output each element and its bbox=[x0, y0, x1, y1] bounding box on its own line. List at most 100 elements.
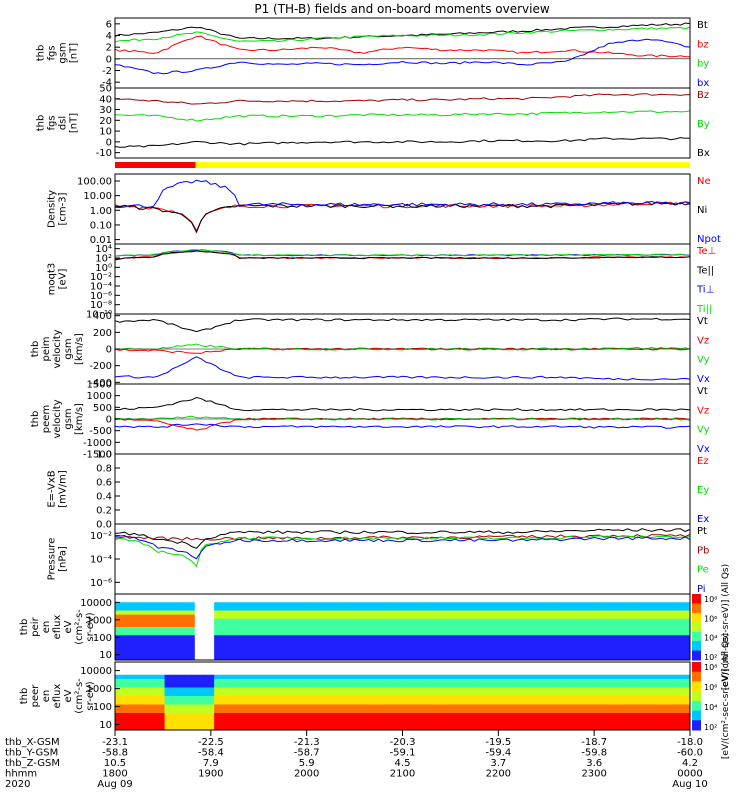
heatmap-cell bbox=[293, 643, 304, 649]
heatmap-cell bbox=[432, 602, 443, 607]
heatmap-cell bbox=[491, 696, 503, 701]
heatmap-cell bbox=[412, 618, 423, 624]
heatmap-cell bbox=[630, 708, 641, 714]
heatmap-cell bbox=[333, 622, 344, 628]
heatmap-cell bbox=[224, 618, 235, 624]
heatmap-cell bbox=[481, 655, 493, 661]
heatmap-cell bbox=[680, 679, 691, 684]
heatmap-cell bbox=[243, 622, 255, 628]
y-axis-label: thbpeemvelocitygsm[km/s] bbox=[30, 399, 85, 438]
heatmap-cell bbox=[600, 635, 612, 640]
heatmap-cell bbox=[571, 643, 582, 649]
heatmap-cell bbox=[154, 696, 166, 701]
x-tick-label: 1800 bbox=[102, 769, 127, 780]
heatmap-cell bbox=[501, 651, 513, 657]
heatmap-cell bbox=[323, 717, 334, 722]
heatmap-cell bbox=[333, 721, 344, 727]
heatmap-cell bbox=[610, 622, 622, 628]
y-tick-label: 1.00 bbox=[90, 206, 112, 217]
heatmap-cell bbox=[481, 679, 493, 684]
heatmap-cell bbox=[551, 725, 562, 731]
heatmap-cell bbox=[382, 651, 394, 657]
heatmap-cell bbox=[362, 696, 374, 701]
heatmap-cell bbox=[660, 696, 671, 701]
heatmap-cell bbox=[333, 725, 344, 731]
heatmap-cell bbox=[372, 725, 384, 731]
heatmap-cell bbox=[343, 721, 354, 727]
heatmap-cell bbox=[531, 717, 542, 722]
heatmap-cell bbox=[233, 635, 245, 640]
heatmap-cell bbox=[392, 610, 403, 616]
heatmap-cell bbox=[452, 635, 463, 640]
heatmap-cell bbox=[124, 655, 136, 661]
series-line-Bx bbox=[114, 137, 691, 148]
heatmap-cell bbox=[551, 708, 562, 714]
heatmap-cell bbox=[531, 631, 542, 636]
heatmap-cell bbox=[323, 713, 334, 718]
heatmap-cell bbox=[124, 687, 136, 693]
heatmap-cell bbox=[481, 687, 493, 693]
x-tick-label: 2100 bbox=[390, 769, 415, 780]
heatmap-cell bbox=[343, 679, 354, 684]
heatmap-cell bbox=[253, 687, 265, 693]
heatmap-cell bbox=[382, 618, 394, 624]
heatmap-cell bbox=[303, 700, 314, 705]
heatmap-cell bbox=[233, 708, 245, 714]
heatmap-cell bbox=[382, 683, 394, 688]
heatmap-cell bbox=[471, 651, 483, 657]
heatmap-cell bbox=[432, 679, 443, 684]
heatmap-cell bbox=[571, 635, 582, 640]
heatmap-cell bbox=[124, 606, 136, 611]
heatmap-cell bbox=[214, 713, 225, 718]
heatmap-cell bbox=[660, 627, 671, 632]
heatmap-cell bbox=[610, 643, 622, 649]
heatmap-cell bbox=[461, 631, 473, 636]
heatmap-cell bbox=[571, 622, 582, 628]
heatmap-cell bbox=[531, 618, 542, 624]
heatmap-cell bbox=[224, 610, 235, 616]
heatmap-cell bbox=[263, 631, 275, 636]
colorbar-tick-label: 10² bbox=[704, 723, 717, 732]
heatmap-cell bbox=[610, 691, 622, 697]
heatmap-cell bbox=[233, 614, 245, 620]
heatmap-cell bbox=[471, 639, 483, 644]
heatmap-cell bbox=[531, 679, 542, 684]
heatmap-cell bbox=[571, 651, 582, 657]
heatmap-cell bbox=[590, 643, 602, 649]
heatmap-cell bbox=[461, 725, 473, 731]
heatmap-cell bbox=[224, 651, 235, 657]
heatmap-cell bbox=[580, 700, 592, 705]
heatmap-cell bbox=[154, 647, 166, 653]
heatmap-cell bbox=[541, 606, 552, 611]
heatmap-cell bbox=[392, 639, 403, 644]
heatmap-cell bbox=[521, 683, 532, 688]
heatmap-cell bbox=[283, 622, 294, 628]
heatmap-cell bbox=[144, 639, 156, 644]
heatmap-cell bbox=[551, 721, 562, 727]
x-tick-label: 0000 bbox=[677, 769, 702, 780]
heatmap-cell bbox=[184, 627, 195, 632]
heatmap-cell bbox=[660, 631, 671, 636]
heatmap-cell bbox=[561, 627, 572, 632]
heatmap-cell bbox=[650, 606, 661, 611]
heatmap-cell bbox=[551, 717, 562, 722]
heatmap-cell bbox=[511, 651, 522, 657]
heatmap-cell bbox=[471, 635, 483, 640]
heatmap-cell bbox=[372, 687, 384, 693]
heatmap-cell bbox=[313, 708, 324, 714]
heatmap-cell bbox=[491, 708, 503, 714]
legend-bz: bz bbox=[697, 39, 709, 50]
colorbar-segment bbox=[692, 671, 701, 682]
heatmap-cell bbox=[571, 602, 582, 607]
heatmap-cell bbox=[352, 683, 364, 688]
heatmap-cell bbox=[412, 683, 423, 688]
heatmap-cell bbox=[650, 704, 661, 710]
heatmap-cell bbox=[263, 651, 275, 657]
heatmap-cell bbox=[144, 631, 156, 636]
heatmap-cell bbox=[461, 618, 473, 624]
heatmap-cell bbox=[224, 643, 235, 649]
heatmap-cell bbox=[233, 725, 245, 731]
heatmap-cell bbox=[501, 627, 513, 632]
heatmap-cell bbox=[243, 627, 255, 632]
heatmap-cell bbox=[174, 643, 185, 649]
